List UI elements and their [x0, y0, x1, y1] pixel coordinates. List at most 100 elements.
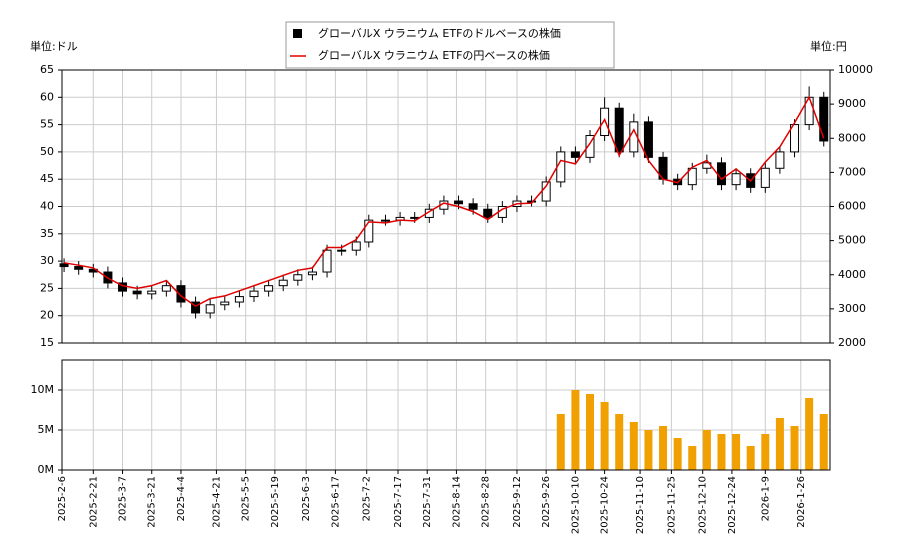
- x-tick-label: 2025-12-24: [727, 476, 738, 534]
- x-tick-label: 2025-10-10: [570, 476, 581, 534]
- y-tick-label: 35: [40, 227, 54, 240]
- x-tick-label: 2025-12-10: [698, 476, 709, 534]
- candle-body: [220, 301, 230, 306]
- y-tick-label: 65: [40, 63, 54, 76]
- candle-body: [468, 203, 478, 210]
- volume-bar: [644, 430, 653, 470]
- y-tick-label: 60: [40, 90, 54, 103]
- y2-tick-label: 10000: [838, 63, 873, 76]
- candle-body: [775, 151, 785, 169]
- candle-body: [249, 290, 259, 298]
- x-tick-label: 2025-3-7: [118, 476, 129, 521]
- volume-bar: [746, 446, 755, 470]
- x-tick-label: 2025-5-5: [241, 476, 252, 521]
- y2-tick-label: 9000: [838, 97, 866, 110]
- volume-bar: [688, 446, 697, 470]
- candle-body: [731, 173, 741, 186]
- y-tick-label: 0M: [38, 463, 55, 476]
- y2-tick-label: 5000: [838, 234, 866, 247]
- y-tick-label: 5M: [38, 423, 55, 436]
- x-tick-label: 2025-7-31: [422, 476, 433, 528]
- candle-body: [205, 304, 215, 314]
- x-tick-label: 2025-6-17: [330, 476, 341, 528]
- y-tick-label: 15: [40, 336, 54, 349]
- x-tick-label: 2025-11-10: [635, 476, 646, 534]
- candle-body: [337, 249, 347, 252]
- x-tick-label: 2025-5-19: [270, 476, 281, 528]
- y-tick-label: 40: [40, 200, 54, 213]
- candle-body: [161, 285, 171, 292]
- legend-label: グローバルX ウラニウム ETFのドルベースの株価: [318, 26, 561, 40]
- candle-body: [556, 151, 566, 183]
- x-tick-label: 2025-11-25: [666, 476, 677, 534]
- y-tick-label: 50: [40, 145, 54, 158]
- candle-body: [380, 219, 390, 222]
- y-tick-label: 10M: [31, 383, 55, 396]
- volume-bar: [615, 414, 624, 470]
- y-axis-unit: 単位:ドル: [30, 39, 78, 53]
- legend-marker: [293, 29, 302, 38]
- candle-body: [234, 296, 244, 303]
- candle-body: [351, 241, 361, 251]
- x-tick-label: 2025-8-14: [451, 476, 462, 528]
- candle-body: [716, 162, 726, 186]
- x-tick-label: 2025-7-2: [362, 476, 373, 521]
- candle-body: [59, 263, 69, 268]
- candle-body: [643, 121, 653, 158]
- volume-bar: [775, 418, 784, 470]
- volume-bar: [819, 414, 828, 470]
- candle-body: [322, 249, 332, 273]
- x-tick-label: 2025-9-12: [512, 476, 523, 528]
- candle-body: [570, 151, 580, 158]
- volume-bar: [673, 438, 682, 470]
- y-tick-label: 45: [40, 172, 54, 185]
- candle-body: [600, 107, 610, 137]
- y-tick-label: 25: [40, 281, 54, 294]
- candle-body: [293, 274, 303, 281]
- candle-body: [278, 279, 288, 287]
- y2-tick-label: 6000: [838, 200, 866, 213]
- legend-label: グローバルX ウラニウム ETFの円ベースの株価: [318, 48, 550, 62]
- candle-body: [819, 96, 829, 142]
- x-tick-label: 2025-7-17: [393, 476, 404, 528]
- y2-tick-label: 8000: [838, 131, 866, 144]
- x-tick-label: 2025-2-21: [88, 476, 99, 528]
- price-line: [63, 95, 825, 308]
- x-tick-label: 2025-4-21: [211, 476, 222, 528]
- volume-bar: [629, 422, 638, 470]
- candle-body: [132, 290, 142, 295]
- x-tick-label: 2025-6-3: [301, 476, 312, 521]
- volume-bar: [571, 390, 580, 470]
- candle-body: [147, 290, 157, 295]
- x-tick-label: 2025-3-21: [147, 476, 158, 528]
- candle-body: [527, 200, 537, 203]
- y2-axis-unit: 単位:円: [810, 39, 847, 53]
- volume-bar: [805, 398, 814, 470]
- candle-body: [585, 135, 595, 158]
- y2-tick-label: 2000: [838, 336, 866, 349]
- candle-body: [176, 285, 186, 303]
- y2-tick-label: 4000: [838, 268, 866, 281]
- candle-body: [483, 208, 493, 218]
- volume-bar: [659, 426, 668, 470]
- volume-bar: [732, 434, 741, 470]
- plot-frame: [61, 359, 831, 471]
- volume-bar: [702, 430, 711, 470]
- y-tick-label: 55: [40, 118, 54, 131]
- volume-bar: [600, 402, 609, 470]
- x-tick-label: 2025-9-26: [541, 476, 552, 528]
- candle-body: [760, 167, 770, 188]
- x-tick-label: 2025-4-4: [176, 476, 187, 521]
- candle-body: [364, 219, 374, 243]
- x-tick-label: 2026-1-9: [760, 476, 771, 521]
- candle-body: [264, 285, 274, 292]
- candle-body: [307, 271, 317, 276]
- x-tick-label: 2025-8-28: [481, 476, 492, 528]
- legend-box: [285, 21, 615, 69]
- x-tick-label: 2026-1-26: [796, 476, 807, 528]
- candle-body: [454, 200, 464, 205]
- candle-body: [790, 124, 800, 153]
- volume-bar: [717, 434, 726, 470]
- volume-bar: [790, 426, 799, 470]
